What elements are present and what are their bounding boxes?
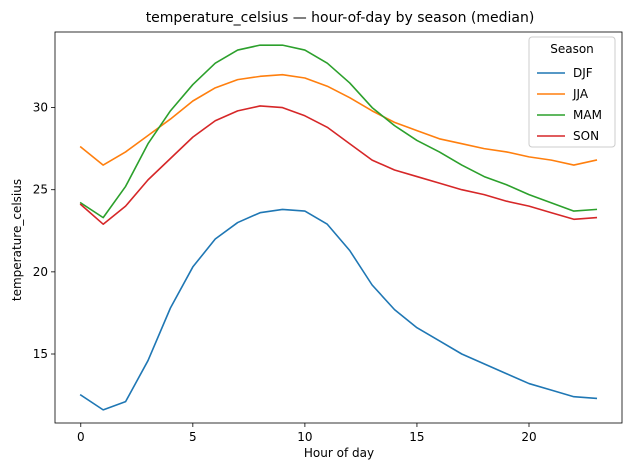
legend-box — [528, 36, 616, 148]
y-tick-label: 25 — [33, 183, 48, 197]
series-line-son — [79, 105, 598, 226]
legend-label-djf: DJF — [573, 66, 593, 80]
x-tick-label: 5 — [189, 430, 197, 444]
legend: Season DJF JJA MAM SON — [528, 36, 616, 148]
plot-area — [54, 31, 623, 424]
y-tick-label: 15 — [33, 347, 48, 361]
series-line-djf — [79, 208, 598, 411]
x-tick-label: 20 — [521, 430, 536, 444]
chart-title: temperature_celsius — hour-of-day by sea… — [146, 10, 535, 26]
legend-title: Season — [550, 42, 594, 56]
series-line-jja — [79, 73, 598, 166]
x-axis: 0 5 10 15 20 — [77, 423, 537, 444]
x-tick-label: 15 — [409, 430, 424, 444]
y-axis-label: temperature_celsius — [10, 179, 24, 301]
x-tick-label: 0 — [77, 430, 85, 444]
y-tick-label: 30 — [33, 101, 48, 115]
x-axis-label: Hour of day — [304, 446, 374, 460]
legend-label-mam: MAM — [573, 108, 602, 122]
legend-label-son: SON — [573, 129, 599, 143]
legend-label-jja: JJA — [572, 87, 589, 101]
series-line-mam — [79, 44, 598, 219]
y-tick-label: 20 — [33, 265, 48, 279]
x-tick-label: 10 — [297, 430, 312, 444]
y-axis: 15 20 25 30 — [33, 101, 55, 361]
plot-frame — [54, 31, 623, 424]
